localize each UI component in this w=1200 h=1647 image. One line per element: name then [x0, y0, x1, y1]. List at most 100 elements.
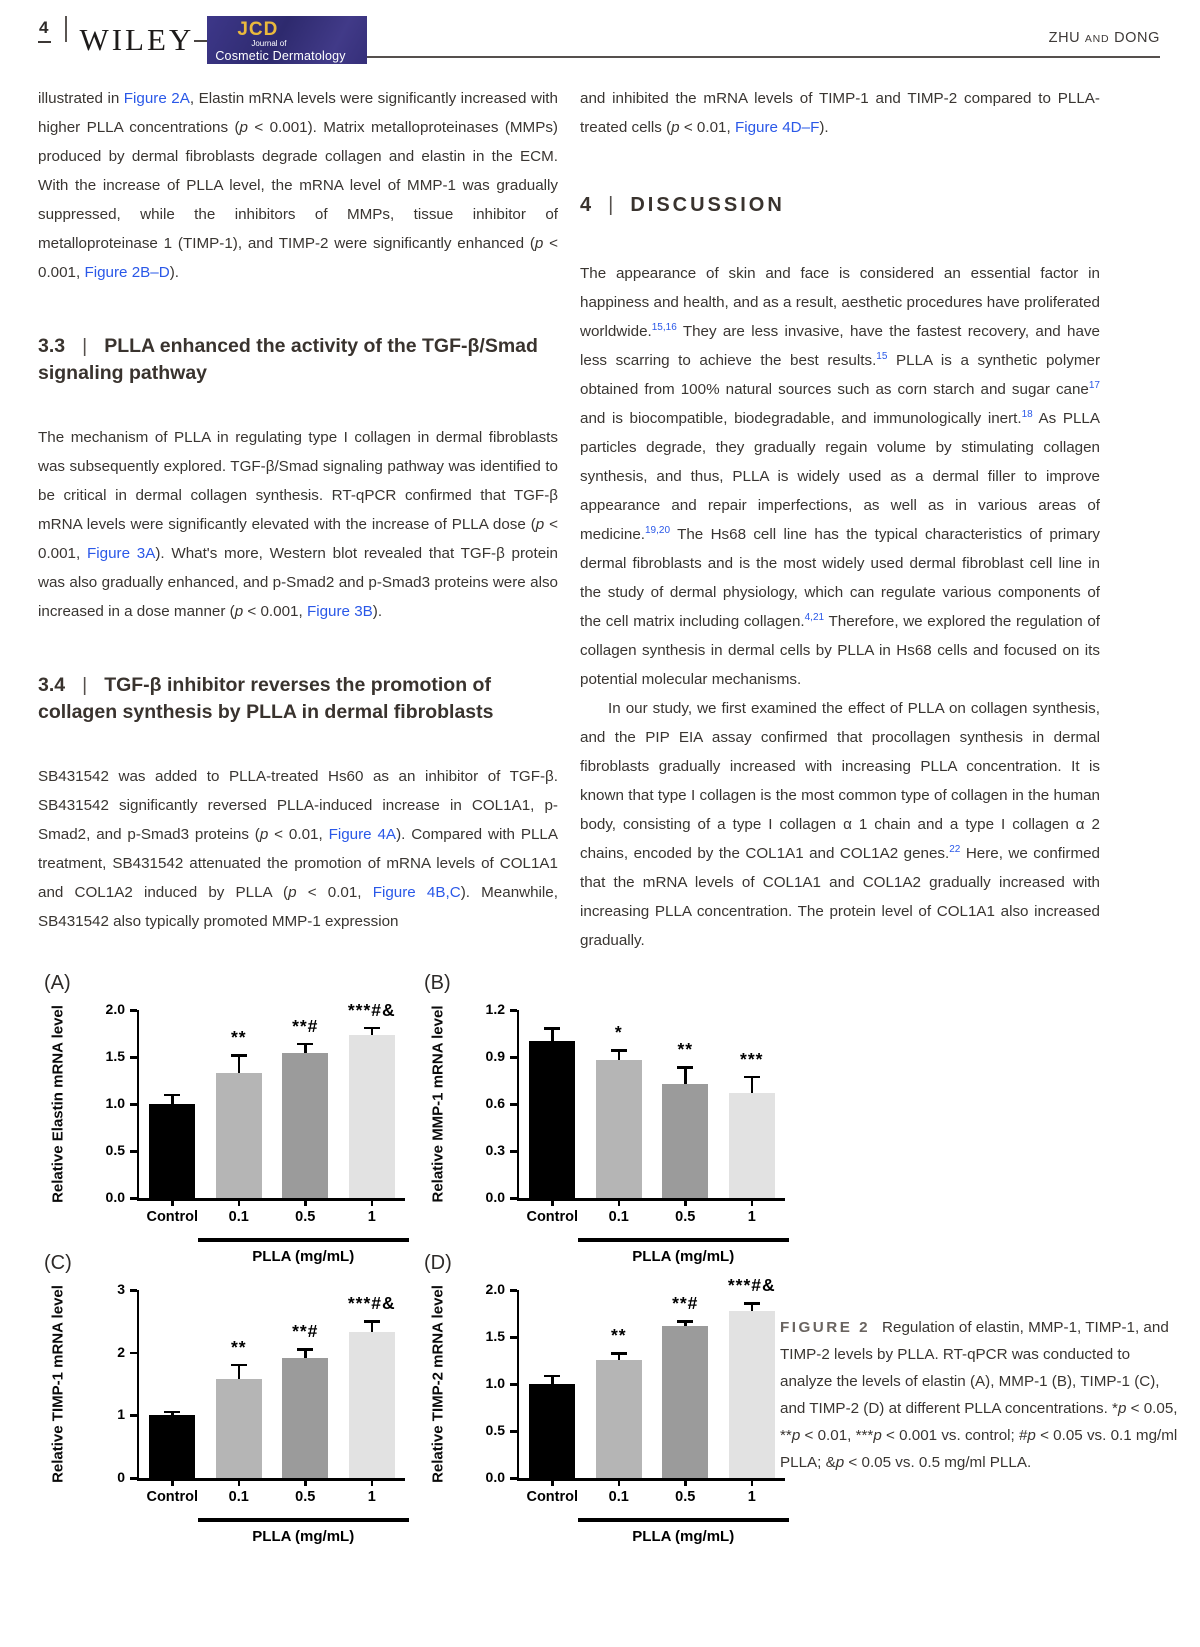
panel-label: (B)	[424, 972, 451, 994]
x-tick	[237, 1200, 240, 1206]
y-tick-label: 0.5	[485, 1422, 505, 1438]
y-tick-label: 0.3	[485, 1142, 505, 1158]
y-axis	[516, 1290, 519, 1478]
x-tick-label: Control	[526, 1209, 579, 1225]
journal-logo: JCD Journal of Cosmetic Dermatology	[207, 16, 368, 64]
bar	[662, 1083, 709, 1198]
page-header: 4 WILEY JCD Journal of Cosmetic Dermatol…	[0, 0, 1200, 70]
error-bar-cap	[230, 1363, 247, 1367]
y-tick-label: 1.5	[105, 1048, 125, 1064]
error-bar-cap	[544, 1027, 561, 1030]
bar	[282, 1358, 329, 1478]
significance-label: *	[614, 1022, 623, 1043]
error-bar-cap	[544, 1374, 561, 1378]
chart-panel-C: (C) Relative TIMP-1 mRNA level 0 1 2 3 Control…	[42, 1250, 414, 1550]
panel-label: (A)	[44, 972, 71, 994]
figure-reference-link[interactable]: Figure 2B–D	[84, 264, 170, 281]
y-tick-label: 1	[117, 1406, 125, 1423]
error-bar	[551, 1027, 554, 1042]
citation-reference[interactable]: 17	[1088, 379, 1100, 391]
x-tick-label: 0.1	[608, 1489, 629, 1505]
y-tick-label: 0.0	[105, 1189, 125, 1205]
y-axis	[136, 1290, 139, 1478]
y-tick-label: 0.5	[105, 1142, 125, 1158]
y-tick	[509, 1197, 517, 1200]
error-bar	[171, 1093, 174, 1104]
significance-label: **	[610, 1325, 627, 1346]
y-tick-label: 2.0	[105, 1001, 125, 1017]
figure-reference-link[interactable]: Figure 3B	[306, 603, 373, 620]
figure-caption: FIGURE 2 Regulation of elastin, MMP-1, TI…	[780, 1319, 1178, 1471]
figure-reference-link[interactable]: Figure 4B,C	[372, 884, 461, 901]
bar	[662, 1325, 709, 1478]
y-axis	[136, 1010, 139, 1198]
x-tick-label: 1	[367, 1489, 376, 1505]
significance-label: ***#&	[347, 1293, 396, 1314]
error-bar	[237, 1363, 240, 1379]
plla-group-line	[197, 1238, 409, 1242]
x-tick-label: 0.1	[228, 1489, 249, 1505]
y-tick	[509, 1103, 517, 1106]
chart-panel-B: (B) Relative MMP-1 mRNA level 0.0 0.3 0.6 0.9…	[422, 970, 794, 1270]
error-bar	[304, 1348, 307, 1359]
y-tick-label: 0.0	[485, 1189, 505, 1205]
chart-panel-A: (A) Relative Elastin mRNA level 0.0 0.5 1.0 1…	[42, 970, 414, 1270]
y-tick	[129, 1150, 137, 1153]
error-bar	[237, 1054, 240, 1073]
bar	[282, 1053, 329, 1198]
x-tick-label: 0.1	[608, 1209, 629, 1225]
y-tick	[509, 1009, 517, 1012]
x-axis	[136, 1478, 405, 1481]
page-number: 4	[38, 18, 52, 43]
bar	[728, 1310, 775, 1478]
panel-label: (C)	[44, 1252, 72, 1274]
error-bar-cap	[677, 1066, 694, 1069]
journal-name: Cosmetic Dermatology	[215, 48, 346, 63]
header-divider	[65, 16, 68, 42]
logo-connector	[194, 40, 208, 42]
citation-reference[interactable]: 19,20	[645, 524, 671, 536]
section-heading-3-4: 3.4 | TGF-β inhibitor reverses the promoti…	[38, 674, 494, 723]
paragraph: SB431542 was added to PLLA-treated Hs60 …	[38, 768, 558, 930]
x-axis	[516, 1478, 785, 1481]
paragraph: In our study, we first examined the effe…	[580, 700, 1100, 949]
y-tick	[129, 1103, 137, 1106]
y-tick	[129, 1477, 137, 1480]
citation-reference[interactable]: 15,16	[651, 321, 677, 333]
bar	[595, 1060, 642, 1198]
y-axis-title: Relative Elastin mRNA level	[49, 1005, 67, 1203]
x-tick	[304, 1200, 307, 1206]
x-axis	[516, 1198, 785, 1201]
citation-reference[interactable]: 18	[1021, 408, 1033, 420]
x-tick-label: 1	[747, 1209, 756, 1225]
plla-group-line	[577, 1518, 789, 1522]
x-axis-title: PLLA (mg/mL)	[252, 1528, 355, 1545]
y-axis-title: Relative MMP-1 mRNA level	[429, 1005, 447, 1203]
x-tick-label: 0.5	[295, 1209, 316, 1225]
x-tick-label: Control	[146, 1209, 199, 1225]
paragraph: illustrated in Figure 2A, Elastin mRNA l…	[38, 90, 558, 281]
error-bar	[684, 1066, 687, 1084]
citation-reference[interactable]: 22	[949, 843, 961, 855]
y-tick-label: 1.2	[485, 1001, 505, 1017]
figure-reference-link[interactable]: Figure 4D–F	[734, 119, 820, 136]
error-bar-cap	[164, 1093, 181, 1097]
citation-reference[interactable]: 15	[876, 350, 888, 362]
figure-reference-link[interactable]: Figure 3A	[86, 545, 156, 562]
y-tick-label: 3	[117, 1281, 125, 1297]
y-axis	[516, 1010, 519, 1198]
error-bar-cap	[230, 1054, 247, 1057]
x-axis-title: PLLA (mg/mL)	[632, 1528, 735, 1545]
error-bar-cap	[743, 1302, 760, 1305]
y-tick	[129, 1197, 137, 1200]
significance-label: **#	[292, 1321, 319, 1342]
x-tick	[304, 1480, 307, 1486]
figure-reference-link[interactable]: Figure 4A	[328, 826, 397, 843]
citation-reference[interactable]: 4,21	[804, 611, 825, 623]
x-tick	[684, 1200, 687, 1206]
significance-label: **#	[292, 1015, 319, 1036]
figure-reference-link[interactable]: Figure 2A	[123, 90, 190, 107]
paragraph: and inhibited the mRNA levels of TIMP-1 …	[580, 90, 1100, 136]
running-head: ZHU AND DONG	[1048, 30, 1160, 46]
